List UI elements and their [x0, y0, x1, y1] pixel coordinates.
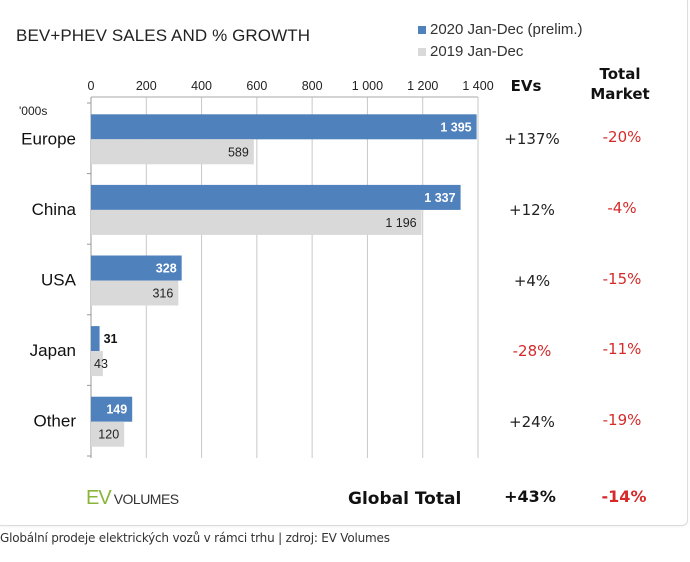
legend-swatch-2019: [418, 48, 426, 56]
units-label: '000s: [19, 104, 48, 118]
bar-2019: [91, 209, 422, 235]
growth-evs: +12%: [509, 200, 555, 219]
bar-2020: [91, 396, 133, 422]
x-tick-label: 1 400: [462, 79, 493, 93]
legend-label-2019: 2019 Jan-Dec: [430, 43, 524, 60]
bar-2019: [91, 421, 125, 447]
legend-item-2020: 2020 Jan-Dec (prelim.): [418, 19, 583, 41]
legend-label-2020: 2020 Jan-Dec (prelim.): [430, 21, 583, 38]
category-label: Other: [33, 412, 76, 431]
x-tick-label: 0: [88, 79, 95, 93]
column-header-total-line2: Market: [590, 85, 650, 103]
column-header-total-line1: Total: [599, 65, 641, 83]
growth-total-market: -20%: [602, 128, 642, 147]
bar-2019: [91, 280, 179, 306]
category-label: China: [32, 200, 77, 219]
bar-2020: [91, 184, 461, 210]
bar-2020: [91, 114, 477, 140]
data-label-2019: 316: [152, 287, 173, 301]
data-label-2019: 120: [98, 428, 119, 442]
column-header-total-market: Total Market: [580, 64, 660, 104]
image-caption: Globální prodeje elektrických vozů v rám…: [0, 531, 390, 545]
growth-total-market: -11%: [602, 340, 642, 359]
x-tick-label: 400: [191, 79, 212, 93]
x-tick-label: 800: [302, 79, 323, 93]
data-label-2020: 328: [156, 262, 177, 276]
bar-2020: [91, 326, 100, 352]
x-tick-label: 200: [136, 79, 157, 93]
category-label: Europe: [21, 129, 76, 148]
growth-total-market: -4%: [607, 198, 637, 217]
x-tick-label: 1 000: [352, 79, 383, 93]
global-total-evs: +43%: [504, 487, 556, 506]
category-label: USA: [41, 271, 77, 290]
global-total-label: Global Total: [348, 489, 462, 509]
legend-item-2019: 2019 Jan-Dec: [418, 41, 583, 63]
data-label-2020: 1 337: [424, 191, 455, 205]
data-label-2020: 31: [104, 332, 118, 346]
x-tick-label: 1 200: [407, 79, 438, 93]
bar-2019: [91, 139, 254, 165]
growth-evs: +24%: [509, 412, 555, 431]
global-total-market: -14%: [601, 487, 647, 506]
category-label: Japan: [30, 341, 76, 360]
growth-total-market: -19%: [602, 410, 642, 429]
legend: 2020 Jan-Dec (prelim.) 2019 Jan-Dec: [418, 19, 583, 63]
growth-evs: +4%: [513, 271, 551, 290]
growth-evs: -28%: [512, 342, 552, 361]
column-header-evs: EVs: [510, 77, 542, 95]
data-label-2020: 1 395: [440, 120, 471, 134]
growth-evs: +137%: [504, 130, 560, 149]
data-label-2019: 43: [94, 357, 108, 371]
growth-total-market: -15%: [602, 269, 642, 288]
bar-2019: [91, 351, 103, 377]
ev-volumes-logo: EV VOLUMES: [86, 487, 179, 510]
x-tick-label: 600: [246, 79, 267, 93]
logo-volumes: VOLUMES: [113, 491, 179, 507]
data-label-2020: 149: [106, 403, 127, 417]
logo-ev: EV: [86, 487, 112, 509]
data-label-2019: 1 196: [385, 216, 416, 230]
bar-2020: [91, 255, 182, 281]
data-label-2019: 589: [228, 145, 249, 159]
chart-title: BEV+PHEV SALES AND % GROWTH: [16, 26, 311, 45]
legend-swatch-2020: [418, 26, 426, 34]
